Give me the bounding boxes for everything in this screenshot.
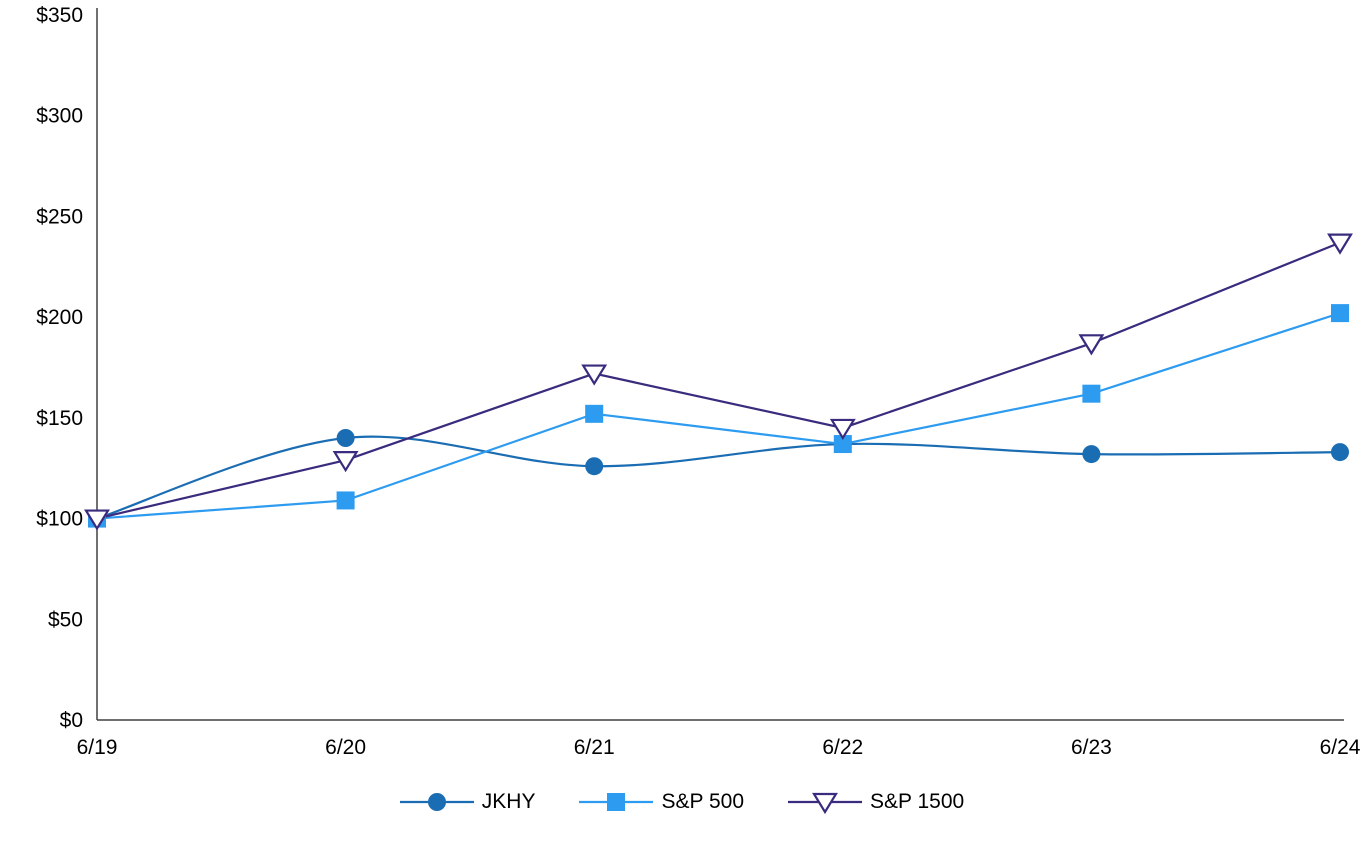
plot-area: $0 $50 $100 $150 $200 $250 $300 $350 6/19 6/20 6/2…: [36, 4, 1361, 759]
data-point-marker-s-p-500: [585, 404, 604, 423]
data-point-marker-s-p-1500: [1078, 334, 1105, 356]
legend-marker-sp500-icon: [579, 793, 654, 811]
legend-label-sp500: S&P 500: [661, 790, 744, 813]
data-point-marker-s-p-1500: [84, 509, 110, 531]
data-point-marker-s-p-1500: [829, 418, 856, 441]
legend-item-jkhy: JKHY: [399, 789, 536, 815]
data-point-marker-s-p-500: [1331, 304, 1349, 323]
data-point-marker-jkhy: [336, 429, 355, 447]
series-line-s-p-1500: [96, 241, 1341, 520]
y-axis-label: $350: [36, 4, 83, 27]
legend-marker-jkhy-icon: [399, 793, 474, 811]
legend-item-sp500: S&P 500: [579, 789, 744, 815]
y-axis-label: $200: [36, 306, 83, 329]
y-axis-label: $300: [36, 105, 83, 128]
x-axis-label: 6/20: [325, 736, 366, 759]
legend-marker-sp1500-icon: [788, 792, 862, 815]
x-axis-label: 6/24: [1320, 736, 1361, 759]
series-line-jkhy: [96, 435, 1341, 520]
legend-item-sp1500: S&P 1500: [788, 789, 964, 815]
data-point-marker-s-p-1500: [1327, 233, 1353, 255]
x-axis-label: 6/22: [822, 736, 863, 759]
x-axis-label: 6/19: [77, 736, 118, 759]
data-point-marker-s-p-500: [336, 491, 355, 510]
x-axis-label: 6/23: [1071, 736, 1112, 759]
chart-legend: JKHY S&P 500 S&P 1500: [0, 789, 1364, 815]
legend-label-sp1500: S&P 1500: [870, 790, 965, 813]
data-point-marker-s-p-500: [1082, 384, 1101, 403]
data-point-marker-s-p-500: [833, 435, 852, 454]
data-point-marker-s-p-1500: [581, 364, 608, 386]
data-point-marker-jkhy: [1082, 445, 1101, 464]
y-axis-label: $50: [48, 608, 83, 631]
data-point-marker-jkhy: [585, 457, 604, 476]
y-axis-label: $250: [36, 205, 83, 228]
data-point-marker-s-p-1500: [332, 451, 359, 473]
x-axis-label: 6/21: [574, 736, 615, 759]
data-point-marker-jkhy: [1331, 443, 1349, 462]
y-axis-label: $0: [60, 709, 83, 732]
y-axis-label: $150: [36, 407, 83, 430]
series-line-s-p-500: [96, 312, 1341, 520]
legend-label-jkhy: JKHY: [481, 790, 536, 813]
y-axis-label: $100: [36, 508, 83, 531]
